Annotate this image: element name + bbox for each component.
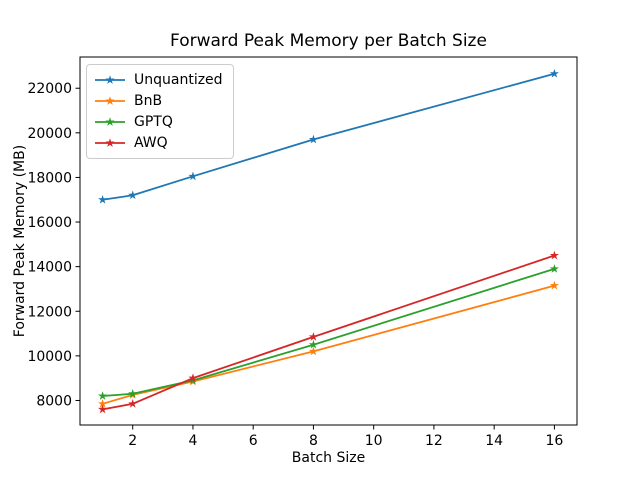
series-marker-unquantized: [188, 171, 198, 181]
x-tick-label: 12: [425, 433, 443, 449]
series-marker-gptq: [549, 264, 559, 273]
y-tick-label: 14000: [27, 260, 72, 276]
legend-star-icon-awq: [105, 138, 115, 147]
series-marker-awq: [98, 404, 108, 414]
series-marker-gptq: [128, 388, 138, 398]
x-tick-label: 16: [545, 433, 563, 449]
legend-label-bnb: BnB: [134, 93, 163, 109]
x-axis-label: Batch Size: [291, 450, 366, 466]
y-tick-label: 10000: [27, 349, 72, 365]
legend-label-gptq: GPTQ: [134, 114, 173, 130]
plot-spines: [79, 56, 578, 426]
series-marker-awq: [549, 250, 559, 260]
series-marker-bnb: [308, 346, 318, 356]
y-tick-label: 22000: [27, 81, 72, 97]
series-marker-awq: [128, 399, 138, 408]
series-marker-gptq: [98, 391, 108, 400]
series-marker-unquantized: [549, 68, 559, 78]
chart-title: Forward Peak Memory per Batch Size: [170, 31, 487, 51]
series-marker-unquantized: [98, 194, 108, 204]
legend-label-awq: AWQ: [134, 135, 168, 151]
y-tick-label: 12000: [27, 304, 72, 320]
y-tick-label: 18000: [27, 170, 72, 186]
x-tick-label: 10: [365, 433, 383, 449]
series-marker-unquantized: [308, 134, 318, 144]
series-marker-bnb: [98, 399, 108, 408]
x-tick-label: 2: [128, 433, 137, 449]
legend-marker-bnb: [95, 96, 125, 105]
series-marker-awq: [188, 373, 198, 383]
legend-label-unquantized: Unquantized: [134, 72, 223, 88]
x-tick-label: 4: [188, 433, 197, 449]
legend-item-unquantized: Unquantized: [94, 72, 223, 88]
legend-star-icon-bnb: [105, 96, 115, 105]
legend-marker-unquantized: [95, 75, 125, 84]
series-marker-gptq: [308, 339, 318, 349]
legend-star-icon-unquantized: [105, 75, 115, 84]
y-axis-label: Forward Peak Memory (MB): [12, 144, 28, 338]
series-marker-bnb: [549, 280, 559, 290]
legend-star-icon-gptq: [105, 117, 115, 126]
y-tick-label: 8000: [36, 393, 72, 409]
x-tick-label: 6: [249, 433, 258, 449]
legend-item-awq: AWQ: [94, 135, 223, 151]
legend-marker-gptq: [95, 117, 125, 126]
legend-item-gptq: GPTQ: [94, 114, 223, 130]
legend-item-bnb: BnB: [94, 93, 223, 109]
x-tick-label: 8: [309, 433, 318, 449]
y-tick-label: 20000: [27, 126, 72, 142]
series-marker-unquantized: [128, 190, 138, 200]
y-tick-label: 16000: [27, 215, 72, 231]
series-marker-awq: [308, 332, 318, 341]
legend-marker-awq: [95, 138, 125, 147]
x-tick-label: 14: [485, 433, 503, 449]
legend: Unquantized BnB GPTQ AWQ: [86, 64, 234, 159]
